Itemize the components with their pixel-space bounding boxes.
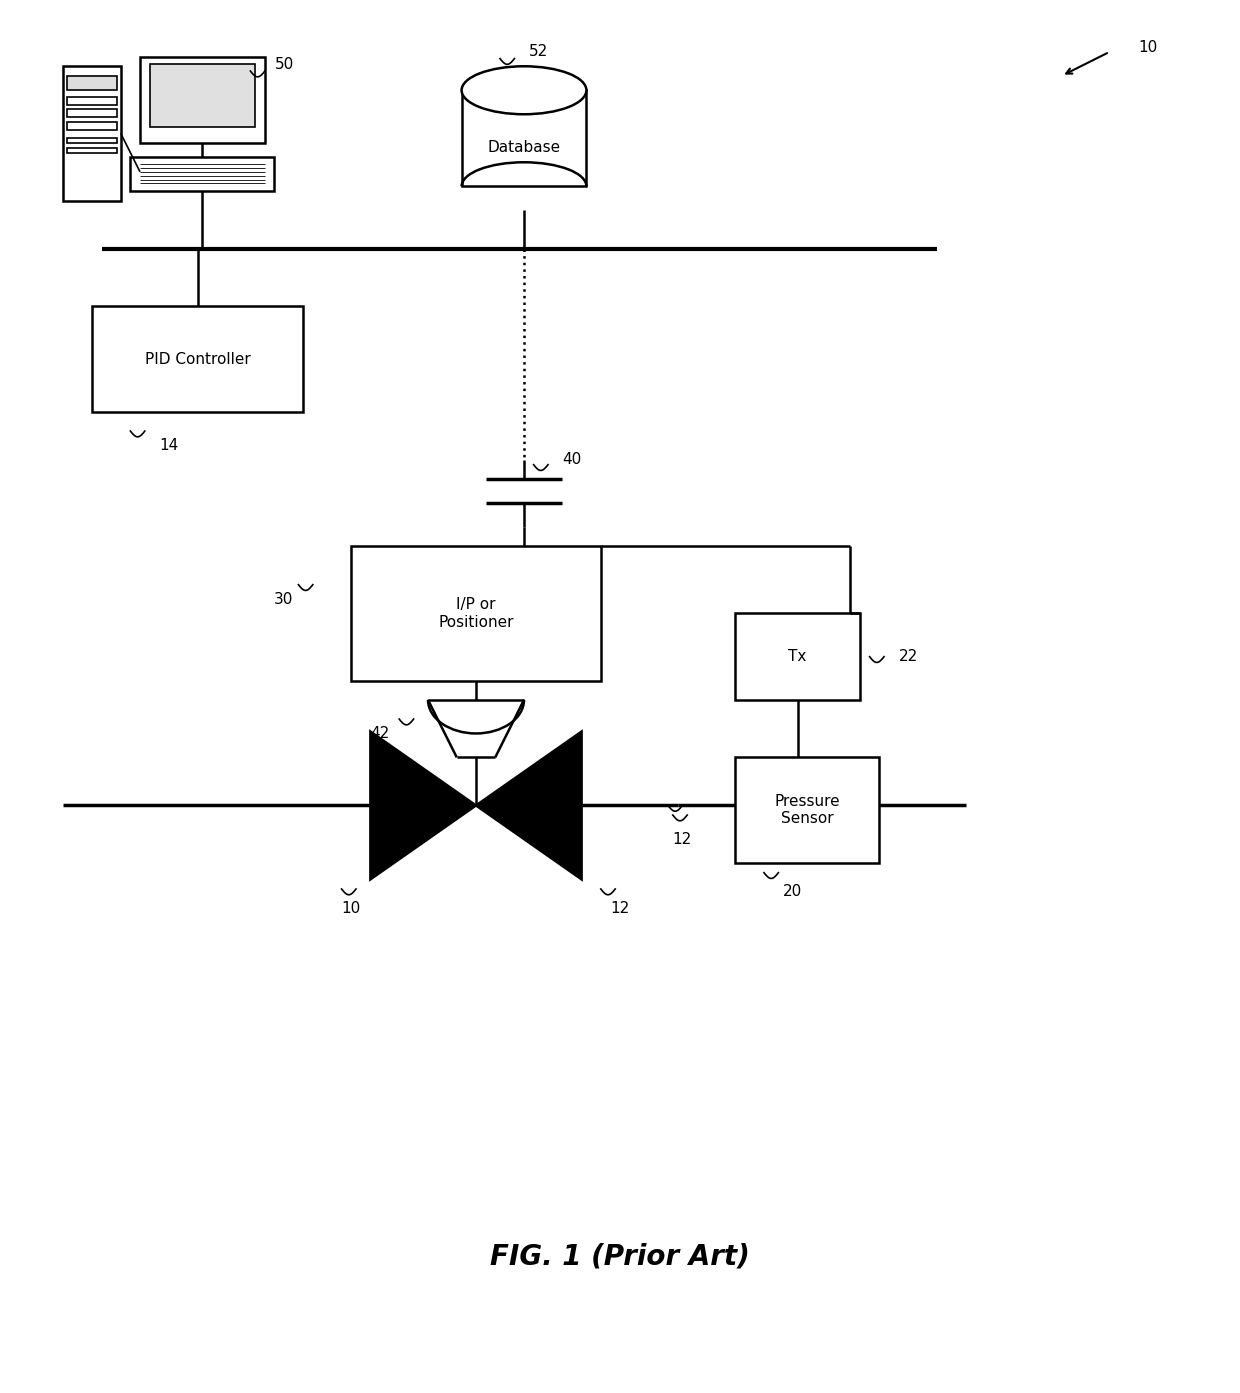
Bar xyxy=(67,123,117,130)
Text: Pressure
Sensor: Pressure Sensor xyxy=(775,794,839,826)
Polygon shape xyxy=(476,731,582,879)
Text: Tx: Tx xyxy=(789,649,807,664)
Bar xyxy=(67,148,117,153)
Ellipse shape xyxy=(461,67,587,114)
Text: 42: 42 xyxy=(371,726,389,741)
Text: 10: 10 xyxy=(1138,39,1158,54)
Text: FIG. 1 (Prior Art): FIG. 1 (Prior Art) xyxy=(490,1243,750,1270)
Bar xyxy=(63,67,120,201)
Bar xyxy=(735,758,879,864)
Text: 30: 30 xyxy=(274,592,294,606)
Polygon shape xyxy=(371,731,476,879)
Bar xyxy=(67,110,117,117)
Bar xyxy=(461,91,587,187)
Text: 50: 50 xyxy=(274,57,294,72)
Text: 20: 20 xyxy=(784,885,802,900)
Bar xyxy=(67,98,117,104)
Bar xyxy=(735,613,861,699)
Text: 40: 40 xyxy=(563,453,582,468)
Text: I/P or
Positioner: I/P or Positioner xyxy=(438,598,513,630)
Text: 14: 14 xyxy=(159,437,179,453)
Bar xyxy=(140,57,265,143)
Text: 22: 22 xyxy=(899,649,918,664)
Text: 12: 12 xyxy=(673,832,692,847)
Bar xyxy=(67,138,117,143)
Text: 12: 12 xyxy=(610,901,630,915)
Text: 52: 52 xyxy=(528,45,548,60)
Bar xyxy=(351,546,601,681)
Bar xyxy=(67,75,117,91)
Bar xyxy=(92,306,304,412)
Bar xyxy=(130,157,274,191)
Bar xyxy=(150,64,255,127)
Text: PID Controller: PID Controller xyxy=(145,351,250,366)
Text: Database: Database xyxy=(487,141,560,156)
Text: 10: 10 xyxy=(341,901,361,915)
